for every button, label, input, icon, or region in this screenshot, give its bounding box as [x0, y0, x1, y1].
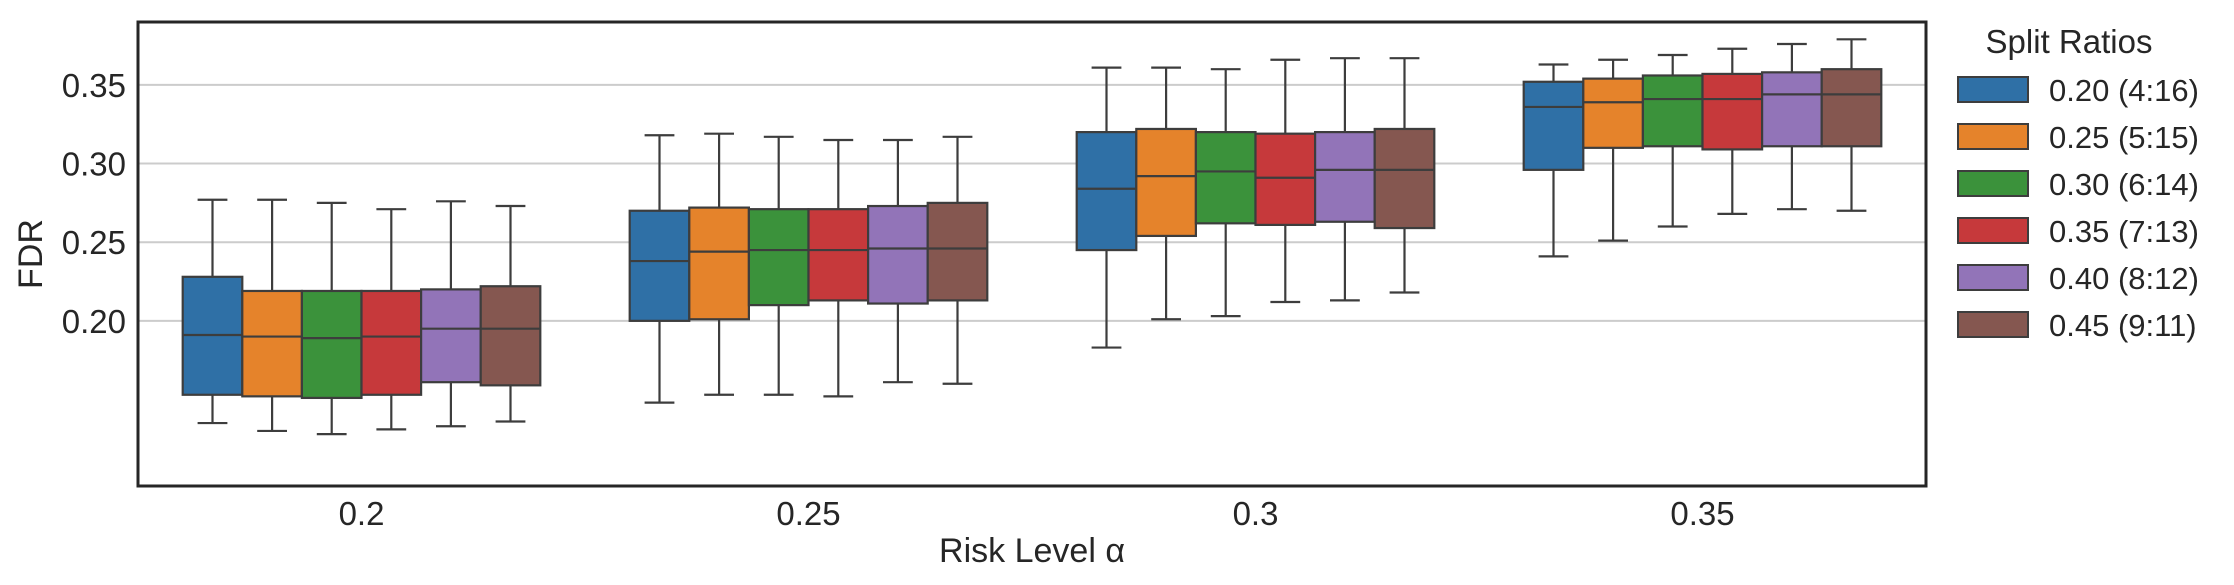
- box-body: [1254, 132, 1317, 227]
- x-tick-labels: 0.2 0.25 0.3 0.35: [339, 495, 1735, 532]
- box: [688, 132, 750, 396]
- x-axis-label: Risk Level α: [939, 532, 1125, 570]
- box: [1641, 53, 1704, 228]
- legend-item: 0.35 (7:13): [1957, 214, 2199, 249]
- y-tick-label: 0.20: [62, 303, 126, 340]
- y-tick-label: 0.25: [62, 224, 126, 261]
- box: [1135, 66, 1198, 321]
- box-body: [1313, 131, 1376, 223]
- legend-item: 0.45 (9:11): [1957, 308, 2197, 343]
- box: [420, 200, 482, 428]
- box-body: [300, 289, 363, 400]
- y-tick-label: 0.30: [62, 146, 126, 183]
- box-body: [241, 289, 304, 398]
- legend-label: 0.40 (8:12): [2049, 261, 2199, 296]
- box-body: [1582, 77, 1645, 149]
- plot-frame: [136, 20, 1928, 488]
- box-body: [1820, 68, 1883, 148]
- legend-label: 0.30 (6:14): [2049, 167, 2199, 202]
- box: [1254, 58, 1317, 304]
- legend-title: Split Ratios: [1986, 23, 2153, 60]
- box-body: [1075, 131, 1138, 252]
- legend-swatch: [1957, 311, 2029, 338]
- y-axis-label: FDR: [12, 219, 50, 289]
- box-body: [360, 289, 423, 396]
- box: [360, 208, 423, 431]
- legend-label: 0.35 (7:13): [2049, 214, 2199, 249]
- y-tick-label: 0.35: [62, 67, 126, 104]
- box-body: [866, 204, 929, 305]
- legend-swatch: [1957, 170, 2029, 197]
- box: [300, 201, 363, 436]
- box: [866, 138, 929, 384]
- legend-label: 0.20 (4:16): [2049, 73, 2199, 108]
- box: [926, 135, 989, 385]
- box: [479, 204, 542, 423]
- y-tick-labels: 0.20 0.25 0.30 0.35: [62, 67, 126, 340]
- legend-swatch: [1957, 76, 2029, 103]
- box-body: [688, 206, 750, 321]
- box-body: [1641, 74, 1704, 148]
- box: [1582, 58, 1645, 242]
- box-body: [479, 285, 542, 387]
- box: [181, 198, 244, 425]
- box-body: [807, 208, 870, 302]
- box-body: [420, 288, 482, 384]
- legend-item: 0.40 (8:12): [1957, 261, 2199, 296]
- box-body: [926, 201, 989, 302]
- box-body: [747, 208, 810, 307]
- box-body: [1194, 131, 1257, 225]
- legend-swatch: [1957, 264, 2029, 291]
- legend: Split Ratios 0.20 (4:16) 0.25 (5:15) 0.30 …: [1957, 23, 2199, 343]
- box: [1701, 47, 1764, 215]
- legend-label: 0.25 (5:15): [2049, 120, 2199, 155]
- box: [1820, 38, 1883, 212]
- x-tick-label: 0.25: [776, 495, 840, 532]
- x-tick-label: 0.35: [1670, 495, 1734, 532]
- box-series: [181, 38, 1883, 436]
- box: [628, 134, 691, 404]
- legend-swatch: [1957, 123, 2029, 150]
- legend-item: 0.25 (5:15): [1957, 120, 2199, 155]
- box: [1760, 42, 1823, 211]
- box-body: [628, 209, 691, 322]
- x-tick-label: 0.3: [1233, 495, 1279, 532]
- legend-item: 0.20 (4:16): [1957, 73, 2199, 108]
- box: [1522, 63, 1585, 258]
- x-tick-label: 0.2: [339, 495, 385, 532]
- box-body: [1701, 72, 1764, 151]
- box-body: [1522, 80, 1585, 171]
- legend-swatch: [1957, 217, 2029, 244]
- box: [1313, 57, 1376, 302]
- box: [807, 138, 870, 398]
- box: [1075, 66, 1138, 349]
- box: [241, 198, 304, 433]
- box: [1194, 68, 1257, 318]
- box: [1373, 57, 1436, 294]
- box-body: [1760, 71, 1823, 148]
- box: [747, 135, 810, 396]
- box-body: [1135, 127, 1198, 238]
- legend-item: 0.30 (6:14): [1957, 167, 2199, 202]
- box-body: [1373, 127, 1436, 230]
- legend-label: 0.45 (9:11): [2049, 308, 2197, 343]
